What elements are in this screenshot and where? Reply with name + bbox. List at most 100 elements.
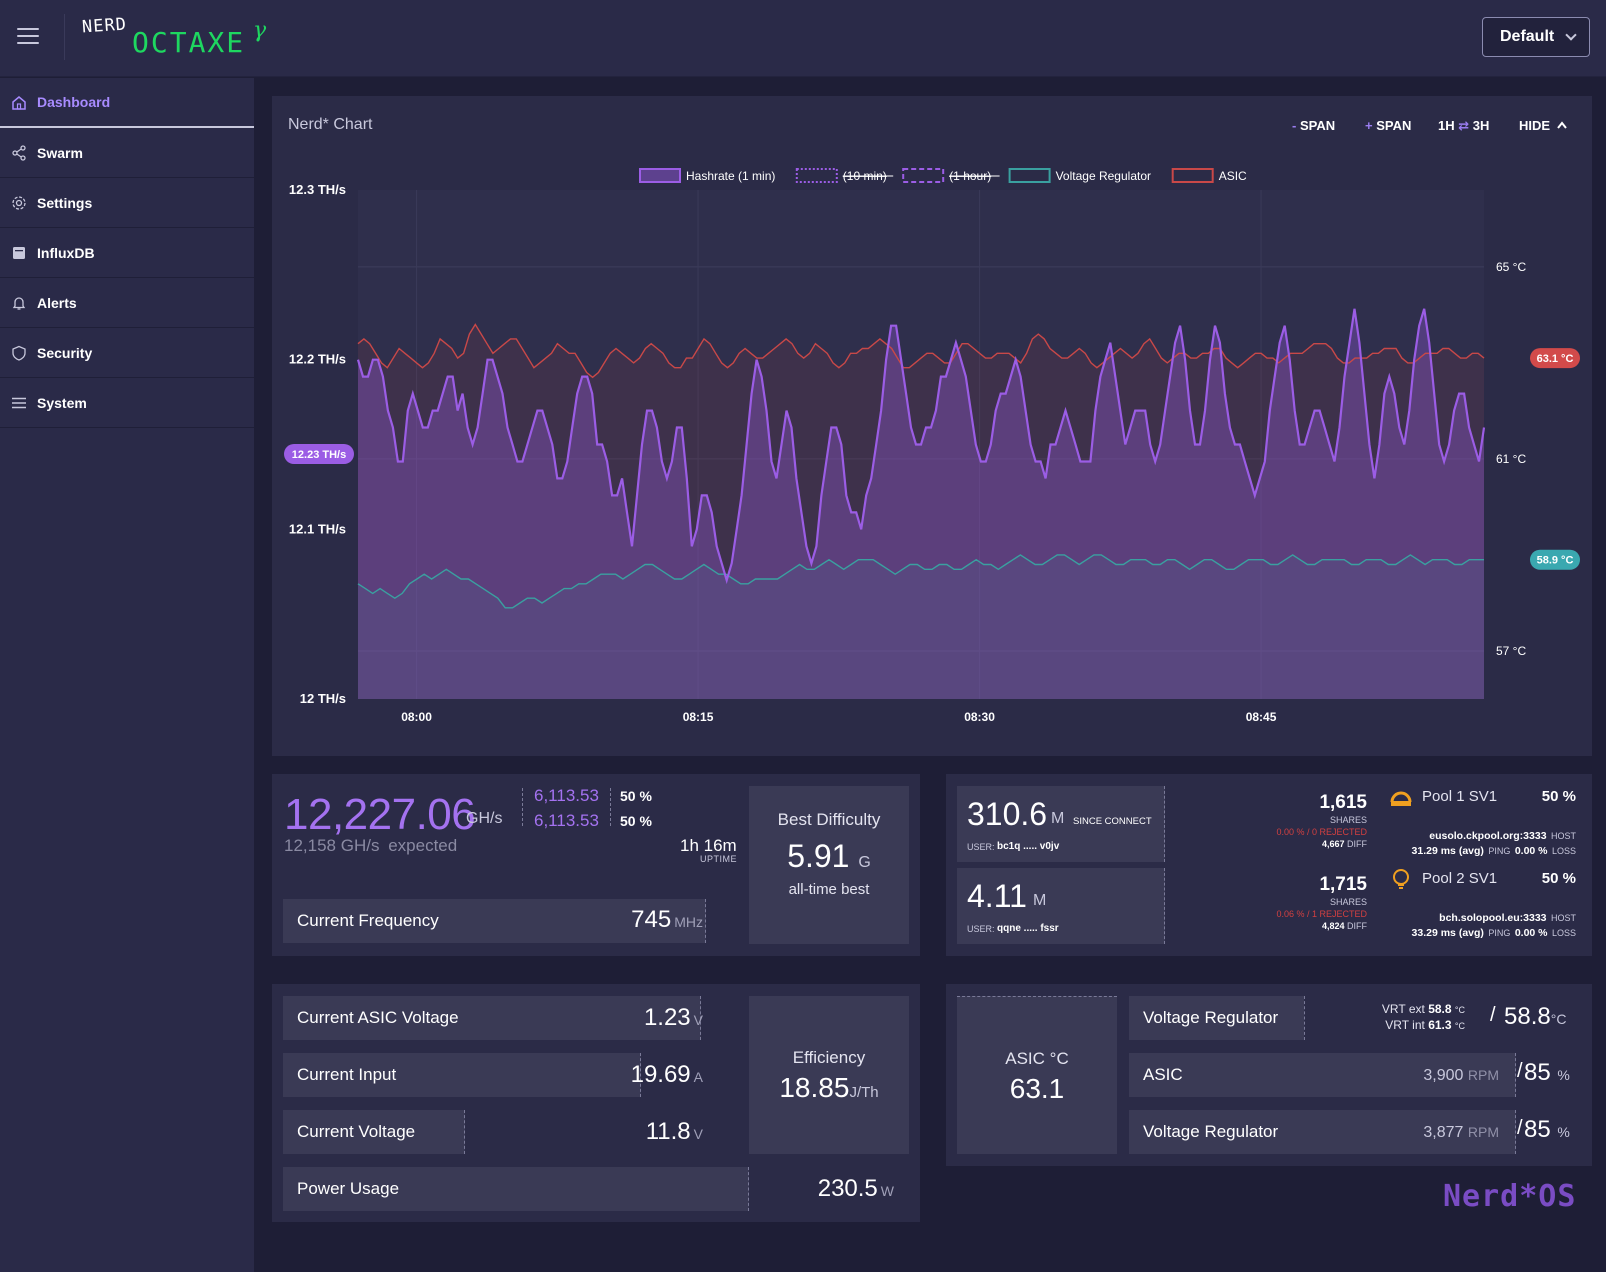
menu-icon[interactable]: [17, 28, 39, 44]
vr-fan-pct-group: 85 %: [1524, 1116, 1570, 1144]
sidebar-item-dashboard[interactable]: Dashboard: [0, 78, 254, 128]
minus-sign: -: [1292, 118, 1297, 133]
legend-swatch: [1171, 168, 1214, 183]
asic-1-hashrate: 6,113.53: [534, 786, 599, 805]
sidebar-item-label: Dashboard: [37, 94, 111, 110]
legend-swatch: [902, 168, 945, 183]
pool-1-ping: 31.29 ms (avg) PING 0.00 % LOSS: [1412, 843, 1576, 858]
frequency-row: Current Frequency: [283, 899, 706, 943]
sidebar-item-swarm[interactable]: Swarm: [0, 128, 254, 178]
frequency-unit: MHz: [674, 914, 703, 930]
nerd-chart-card: Nerd* Chart - SPAN + SPAN 1H ⇄ 3H HIDE 1…: [272, 96, 1592, 756]
best-difficulty-value-group: 5.91 G: [749, 838, 909, 875]
hashrate-current-badge-bg: [284, 444, 354, 464]
vr-fan-label: Voltage Regulator: [1143, 1122, 1279, 1141]
vr-fan-pct-unit: %: [1557, 1124, 1570, 1140]
current-voltage-value: 11.8: [645, 1118, 691, 1145]
vr-current-badge-bg: [1530, 549, 1580, 570]
range-1h: 1H: [1438, 118, 1455, 133]
pool-1-details: eusolo.ckpool.org:3333 HOST 31.29 ms (av…: [1412, 828, 1576, 858]
pool2-difficulty-box: 4.11 M USER: qqne ..... fssr: [957, 868, 1165, 944]
asic-fan-pct-group: 85 %: [1524, 1059, 1570, 1087]
current-voltage-label: Current Voltage: [297, 1122, 416, 1141]
pool-2-pct: 50 %: [1541, 870, 1576, 887]
best-difficulty-sub: all-time best: [788, 881, 870, 898]
shares-value: 1,715: [1319, 874, 1367, 895]
hide-chart-button[interactable]: HIDE: [1519, 118, 1567, 133]
diff-stat: 4,667 DIFF: [1276, 838, 1367, 850]
loss-label: LOSS: [1551, 928, 1576, 938]
best-difficulty-unit: G: [858, 854, 871, 871]
legend-swatch: [1008, 168, 1051, 183]
shares-label: SHARES: [1329, 897, 1367, 907]
sidebar-item-alerts[interactable]: Alerts: [0, 278, 254, 328]
sidebar-item-security[interactable]: Security: [0, 328, 254, 378]
asic-temp-value: 63.1: [1009, 1073, 1065, 1104]
vr-current-badge: 58.9 °C: [1537, 555, 1574, 567]
pool2-difficulty-value: 4.11: [967, 878, 1027, 914]
rejected-stat: 0.00 % / 0 REJECTED: [1276, 826, 1367, 838]
hashrate-area: [358, 308, 1484, 699]
sidebar-item-label: InfluxDB: [37, 244, 95, 261]
database-icon: [13, 247, 25, 259]
sidebar-item-settings[interactable]: Settings: [0, 178, 254, 228]
vrt-ext-value: 58.8: [1428, 1002, 1452, 1016]
hide-label: HIDE: [1519, 118, 1551, 133]
user-address: bc1q ..... v0jv: [997, 841, 1060, 852]
asic-voltage-value: 1.23: [643, 1004, 691, 1031]
sidebar-item-system[interactable]: System: [0, 378, 254, 428]
hashrate-card: 12,227.06 GH/s 12,158 GH/s expected 6,11…: [272, 774, 920, 956]
vrt-ext: VRT ext 58.8 °C: [1382, 1002, 1465, 1018]
power-card: Current ASIC Voltage 1.23 V Current Input…: [272, 984, 920, 1222]
plus-sign: +: [1365, 118, 1373, 133]
chevron-up-icon: [1556, 121, 1567, 129]
vrt-int-unit: °C: [1454, 1021, 1465, 1031]
efficiency-box: Efficiency 18.85J/Th: [749, 996, 909, 1154]
efficiency-unit: J/Th: [849, 1084, 879, 1101]
ping-value: 33.29 ms (avg): [1411, 927, 1484, 939]
asic-voltage-value-group: 1.23 V: [644, 1004, 703, 1032]
loss-label: LOSS: [1551, 846, 1576, 856]
plus-span-button[interactable]: + SPAN: [1365, 118, 1411, 133]
minus-span-button[interactable]: - SPAN: [1292, 118, 1335, 133]
logo: NERD OCTAXE γ: [81, 12, 282, 66]
asic-temp-box: ASIC °C 63.1: [957, 996, 1117, 1154]
logo-prefix: NERD: [81, 14, 128, 38]
asic-fan-row: ASIC 3,900 RPM: [1129, 1053, 1516, 1097]
frequency-label: Current Frequency: [297, 911, 439, 930]
diff-label: DIFF: [1347, 839, 1367, 849]
expected-hashrate: 12,158 GH/s expected: [284, 836, 457, 856]
power-usage-row: Power Usage: [283, 1167, 749, 1211]
sidebar-item-label: Alerts: [37, 294, 77, 311]
power-usage-value: 230.5: [817, 1175, 878, 1202]
theme-select[interactable]: Default: [1482, 17, 1590, 57]
host-label: HOST: [1550, 913, 1576, 923]
sidebar-item-label: System: [37, 394, 87, 411]
efficiency-value-group: 18.85J/Th: [749, 1072, 909, 1104]
shares-label: SHARES: [1329, 815, 1367, 825]
pool-2-ping: 33.29 ms (avg) PING 0.00 % LOSS: [1412, 925, 1576, 940]
pool-1-shares: 1,615 SHARES 0.00 % / 0 REJECTED 4,667 D…: [1276, 792, 1367, 850]
chart-title: Nerd* Chart: [288, 116, 373, 133]
asic-2-share: 50 %: [620, 813, 652, 829]
bulb-icon: [1393, 869, 1409, 889]
ping-label: PING: [1488, 846, 1511, 856]
ping-label: PING: [1488, 928, 1511, 938]
y-right-tick-label: 61 °C: [1496, 452, 1526, 466]
asic-current-badge-bg: [1530, 348, 1580, 369]
diff-value: 4,667: [1321, 839, 1345, 849]
power-usage-unit: W: [880, 1183, 894, 1199]
loss-value: 0.00 %: [1514, 927, 1548, 939]
since-connect-label: SINCE CONNECT: [1073, 816, 1152, 827]
pools-card: 310.6 M SINCE CONNECT USER: bc1q ..... v…: [946, 774, 1592, 956]
rejected-stat: 0.06 % / 1 REJECTED: [1276, 908, 1367, 920]
minus-span-label: SPAN: [1299, 118, 1336, 133]
sidebar-item-influxdb[interactable]: InfluxDB: [0, 228, 254, 278]
pool-2-shares: 1,715 SHARES 0.06 % / 1 REJECTED 4,824 D…: [1276, 874, 1367, 932]
user-label: USER:: [967, 842, 995, 852]
vr-fan-rpm: 3,877: [1423, 1124, 1464, 1141]
y-right-tick-label: 65 °C: [1496, 260, 1526, 274]
range-toggle-button[interactable]: 1H ⇄ 3H: [1438, 118, 1489, 134]
asic-temp-line: [357, 323, 1485, 379]
y-left-tick-label: 12 TH/s: [300, 691, 346, 706]
